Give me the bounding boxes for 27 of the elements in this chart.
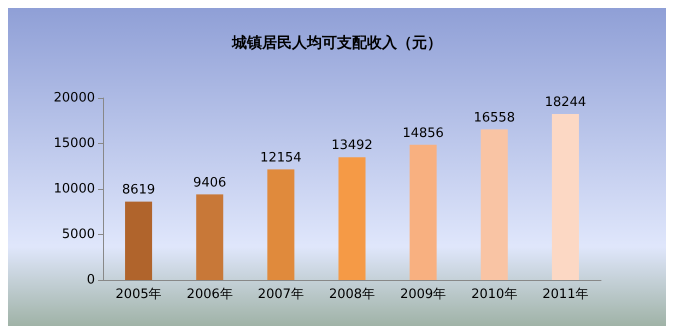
x-tick-label: 2009年 — [400, 287, 446, 302]
data-label: 16558 — [474, 110, 515, 126]
data-label: 14856 — [402, 126, 444, 141]
bar — [125, 202, 152, 280]
data-label: 18244 — [544, 94, 586, 110]
y-tick-label: 5000 — [62, 227, 95, 242]
y-tick-label: 20000 — [54, 90, 95, 106]
x-tick-label: 2011年 — [542, 287, 588, 302]
bar — [480, 129, 508, 280]
data-label: 13492 — [331, 138, 373, 154]
bar — [410, 144, 437, 280]
bar — [552, 114, 579, 280]
x-tick-label: 2010年 — [471, 287, 518, 302]
chart-title: 城镇居民人均可支配收入（元） — [231, 34, 442, 52]
data-label: 12154 — [260, 150, 302, 166]
y-tick-label: 0 — [86, 272, 95, 288]
y-tick-label: 10000 — [54, 182, 95, 196]
bar — [267, 169, 294, 280]
x-tick-label: 2008年 — [328, 287, 376, 302]
data-label: 9406 — [193, 175, 226, 190]
data-label: 8619 — [122, 182, 156, 198]
x-tick-label: 2005年 — [116, 287, 162, 302]
bar — [338, 157, 366, 280]
bar — [196, 194, 224, 280]
y-tick-label: 15000 — [54, 136, 95, 151]
x-tick-label: 2007年 — [258, 287, 304, 302]
x-tick-label: 2006年 — [186, 287, 233, 302]
